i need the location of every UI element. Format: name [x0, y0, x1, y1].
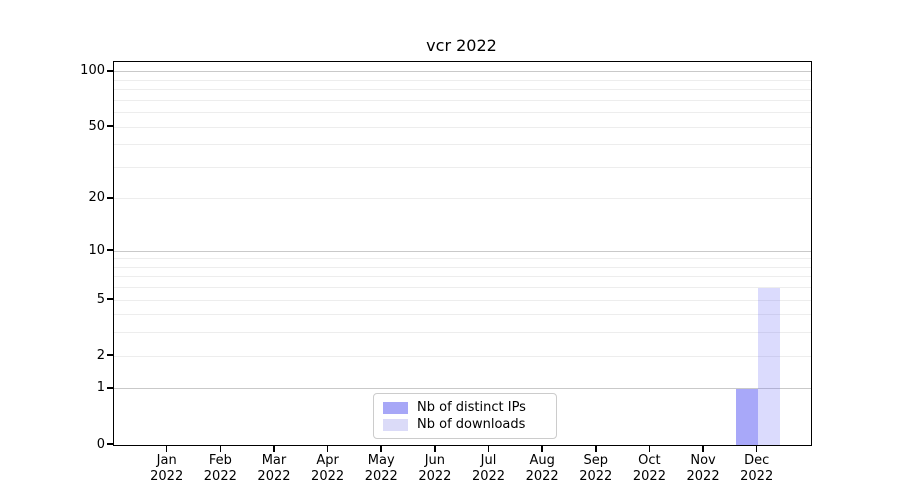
y-minor-gridline: [114, 314, 811, 316]
y-major-gridline: [114, 71, 811, 73]
y-minor-gridline: [114, 266, 811, 268]
bar-distinct-ips-dec-2022: [735, 388, 758, 445]
y-tick-label: 2: [96, 347, 105, 363]
y-major-gridline: [114, 250, 811, 252]
y-tick-mark: [107, 354, 113, 356]
x-tick-label: Dec 2022: [740, 453, 774, 484]
x-tick-label: May 2022: [364, 453, 398, 484]
x-tick-mark: [326, 445, 329, 452]
x-tick-label: Sep 2022: [579, 453, 613, 484]
x-tick-label: Nov 2022: [686, 453, 720, 484]
y-minor-gridline: [114, 126, 811, 128]
y-tick-mark: [107, 443, 113, 445]
y-tick-label: 1: [96, 380, 105, 396]
x-tick-mark: [541, 445, 543, 452]
y-tick-label: 100: [80, 63, 105, 79]
x-tick-label: Jan 2022: [150, 453, 184, 484]
y-minor-gridline: [114, 166, 811, 168]
x-tick-mark: [434, 445, 436, 452]
x-tick-label: Aug 2022: [525, 453, 559, 484]
legend-item-distinct-ips: Nb of distinct IPs: [383, 400, 547, 415]
x-tick-label: Jul 2022: [471, 453, 506, 484]
y-tick-label: 5: [96, 291, 105, 307]
y-tick-mark: [107, 197, 113, 199]
x-tick-label: Mar 2022: [257, 453, 291, 484]
legend-swatch-downloads: [383, 418, 408, 431]
y-minor-gridline: [114, 287, 811, 289]
y-tick-mark: [107, 298, 113, 300]
plot-area: [113, 61, 812, 446]
x-tick-mark: [273, 445, 275, 452]
x-tick-label: Feb 2022: [203, 453, 237, 484]
x-tick-mark: [380, 445, 383, 452]
y-tick-label: 50: [88, 118, 105, 134]
legend: Nb of distinct IPs Nb of downloads: [373, 393, 557, 439]
y-tick-mark: [107, 125, 113, 127]
x-tick-mark: [755, 445, 758, 452]
bar-downloads-dec-2022: [757, 287, 780, 445]
y-tick-mark: [107, 69, 113, 72]
x-tick-mark: [219, 445, 222, 452]
legend-item-downloads: Nb of downloads: [383, 417, 547, 432]
y-minor-gridline: [114, 99, 811, 101]
y-minor-gridline: [114, 332, 811, 334]
y-minor-gridline: [114, 144, 811, 146]
y-minor-gridline: [114, 198, 811, 200]
y-major-gridline: [114, 388, 811, 390]
x-tick-label: Apr 2022: [311, 453, 345, 484]
y-tick-mark: [107, 249, 113, 251]
y-minor-gridline: [114, 112, 811, 114]
y-tick-label: 10: [88, 242, 105, 258]
legend-label-downloads: Nb of downloads: [417, 417, 526, 432]
x-tick-label: Jun 2022: [418, 453, 452, 484]
x-tick-mark: [648, 445, 651, 452]
y-tick-label: 20: [88, 190, 105, 206]
x-tick-mark: [702, 445, 704, 452]
x-tick-mark: [487, 445, 490, 452]
y-tick-label: 0: [96, 436, 105, 452]
legend-label-distinct-ips: Nb of distinct IPs: [417, 400, 526, 415]
y-tick-mark: [107, 387, 113, 389]
y-minor-gridline: [114, 355, 811, 357]
x-tick-label: Oct 2022: [632, 453, 666, 484]
y-minor-gridline: [114, 276, 811, 278]
chart-title: vcr 2022: [426, 36, 497, 55]
y-minor-gridline: [114, 299, 811, 301]
legend-swatch-distinct-ips: [383, 401, 408, 414]
x-tick-mark: [165, 445, 168, 452]
x-tick-mark: [594, 445, 597, 452]
y-minor-gridline: [114, 89, 811, 91]
y-minor-gridline: [114, 258, 811, 260]
y-minor-gridline: [114, 79, 811, 81]
